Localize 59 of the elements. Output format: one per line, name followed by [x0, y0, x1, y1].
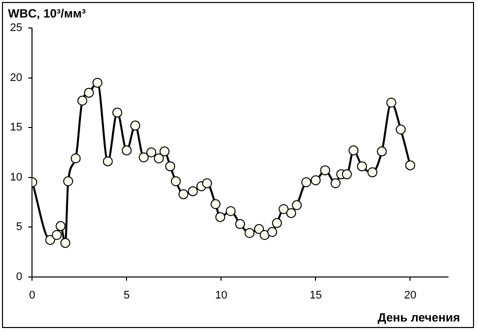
point: [226, 206, 236, 216]
point: [292, 200, 302, 210]
point: [77, 96, 88, 106]
point: [367, 167, 378, 178]
y-tick-label: 20: [10, 72, 22, 84]
point: [122, 145, 132, 156]
point: [348, 145, 359, 156]
x-tick-label: 15: [310, 289, 322, 302]
x-tick-label: 10: [215, 289, 228, 302]
point: [376, 146, 387, 156]
point: [244, 228, 255, 238]
y-tick-label: 5: [16, 221, 22, 234]
x-tick-label: 5: [124, 289, 130, 302]
point: [45, 234, 56, 245]
point: [260, 230, 270, 240]
point: [60, 238, 70, 248]
y-tick-label: 0: [16, 270, 22, 283]
point: [342, 169, 352, 180]
point: [102, 156, 113, 166]
point: [154, 153, 164, 164]
point: [235, 219, 246, 230]
point: [92, 78, 102, 88]
point: [267, 227, 278, 238]
point: [63, 176, 74, 186]
point: [286, 208, 296, 218]
point: [301, 177, 312, 188]
point: [357, 161, 368, 172]
point: [215, 212, 226, 222]
point: [170, 176, 181, 186]
x-tick-label: 20: [404, 289, 416, 302]
point: [138, 152, 149, 162]
point: [165, 161, 176, 172]
point: [310, 175, 321, 186]
y-tick-label: 15: [10, 122, 22, 134]
x-axis-title: День лечения: [378, 310, 460, 324]
point: [278, 204, 289, 214]
point: [70, 153, 81, 164]
point: [396, 124, 406, 135]
point: [84, 88, 94, 98]
point: [130, 120, 140, 131]
point: [272, 218, 282, 228]
point: [330, 178, 341, 188]
x-tick-label: 0: [29, 289, 36, 302]
point: [405, 160, 416, 170]
y-tick-label: 10: [10, 171, 22, 184]
y-axis-title: WBC, 10³/мм³: [8, 6, 86, 20]
point: [188, 186, 198, 196]
point: [56, 221, 66, 232]
point: [178, 189, 188, 200]
y-tick-label: 25: [10, 22, 22, 34]
point: [320, 165, 330, 176]
point: [112, 108, 122, 118]
point: [254, 224, 264, 234]
point: [52, 230, 62, 240]
point: [202, 178, 212, 188]
point: [386, 98, 396, 108]
point: [210, 199, 221, 210]
point: [146, 147, 156, 158]
point: [160, 146, 170, 156]
